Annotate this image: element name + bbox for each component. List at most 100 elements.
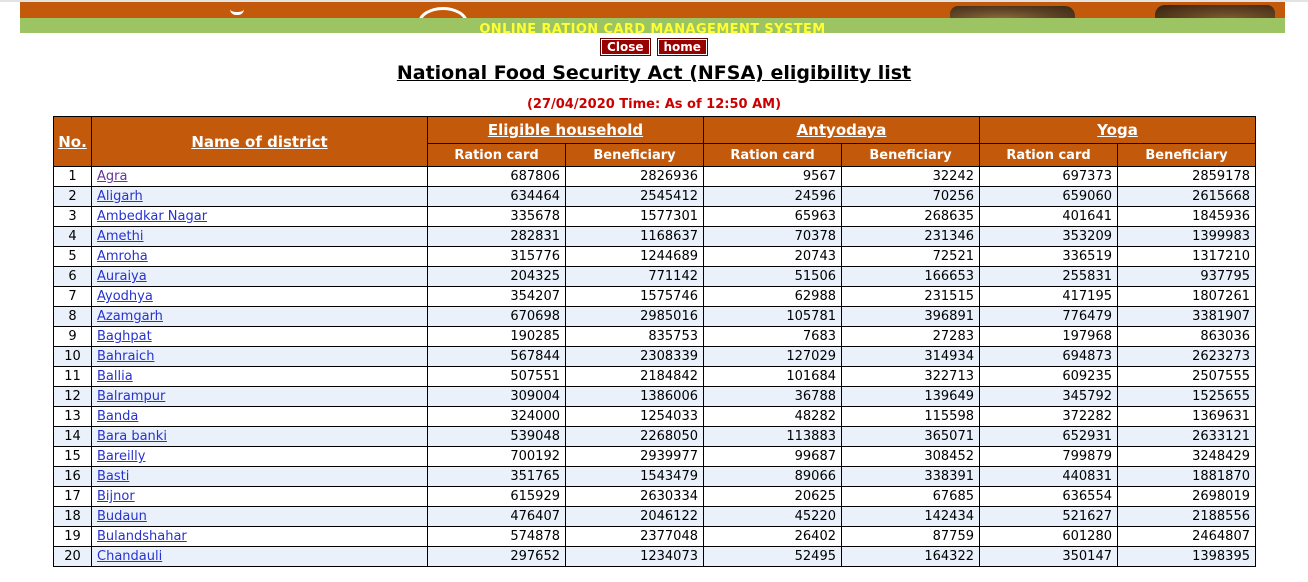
yoga-beneficiary-cell: 1525655 bbox=[1117, 386, 1256, 407]
eh-beneficiary-cell: 2545412 bbox=[565, 186, 704, 207]
row-number-cell: 8 bbox=[53, 306, 92, 327]
ant-beneficiary-cell: 115598 bbox=[841, 406, 980, 427]
district-link[interactable]: Chandauli bbox=[97, 549, 163, 564]
district-link[interactable]: Bara banki bbox=[97, 429, 167, 444]
district-cell: Auraiya bbox=[91, 266, 428, 287]
ant-ration-card-cell: 127029 bbox=[703, 346, 842, 367]
banner-logo-fragment bbox=[230, 4, 244, 15]
district-cell: Amethi bbox=[91, 226, 428, 247]
yoga-ration-card-cell: 799879 bbox=[979, 446, 1118, 467]
district-link[interactable]: Baghpat bbox=[97, 329, 152, 344]
ant-beneficiary-cell: 338391 bbox=[841, 466, 980, 487]
district-link[interactable]: Balrampur bbox=[97, 389, 166, 404]
ant-ration-card-cell: 65963 bbox=[703, 206, 842, 227]
yoga-ration-card-cell: 659060 bbox=[979, 186, 1118, 207]
yoga-beneficiary-cell: 937795 bbox=[1117, 266, 1256, 287]
ant-ration-card-cell: 24596 bbox=[703, 186, 842, 207]
ant-ration-card-cell: 20625 bbox=[703, 486, 842, 507]
district-link[interactable]: Amethi bbox=[97, 229, 144, 244]
table-row: 20 Chandauli 297652 1234073 52495 164322 35014… bbox=[53, 546, 1256, 567]
yoga-beneficiary-cell: 1398395 bbox=[1117, 546, 1256, 567]
district-cell: Baghpat bbox=[91, 326, 428, 347]
table-row: 17 Bijnor 615929 2630334 20625 67685 636554 269… bbox=[53, 486, 1256, 507]
row-number-cell: 7 bbox=[53, 286, 92, 307]
district-link[interactable]: Ambedkar Nagar bbox=[97, 209, 208, 224]
district-cell: Agra bbox=[91, 166, 428, 187]
yoga-ration-card-cell: 255831 bbox=[979, 266, 1118, 287]
ant-beneficiary-cell: 314934 bbox=[841, 346, 980, 367]
eh-beneficiary-cell: 2985016 bbox=[565, 306, 704, 327]
district-link[interactable]: Banda bbox=[97, 409, 139, 424]
col-group-yoga: Yoga bbox=[979, 116, 1256, 144]
table-header: No. Name of district Eligible household … bbox=[53, 116, 1256, 167]
district-link[interactable]: Basti bbox=[97, 469, 130, 484]
yoga-ration-card-cell: 372282 bbox=[979, 406, 1118, 427]
ant-ration-card-cell: 36788 bbox=[703, 386, 842, 407]
district-link[interactable]: Amroha bbox=[97, 249, 148, 264]
table-row: 9 Baghpat 190285 835753 7683 27283 197968 86303… bbox=[53, 326, 1256, 347]
system-title: ONLINE RATION CARD MANAGEMENT SYSTEM bbox=[479, 22, 826, 37]
close-button[interactable]: Close bbox=[600, 38, 651, 56]
district-table-body: 1 Agra 687806 2826936 9567 32242 697373 2859178… bbox=[53, 166, 1256, 567]
eh-ration-card-cell: 539048 bbox=[427, 426, 566, 447]
district-link[interactable]: Bareilly bbox=[97, 449, 146, 464]
row-number-cell: 2 bbox=[53, 186, 92, 207]
col-header-no: No. bbox=[53, 116, 92, 167]
eh-ration-card-cell: 700192 bbox=[427, 446, 566, 467]
row-number-cell: 18 bbox=[53, 506, 92, 527]
eh-beneficiary-cell: 835753 bbox=[565, 326, 704, 347]
eh-beneficiary-cell: 2184842 bbox=[565, 366, 704, 387]
district-link[interactable]: Ballia bbox=[97, 369, 133, 384]
yoga-beneficiary-cell: 3381907 bbox=[1117, 306, 1256, 327]
table-row: 14 Bara banki 539048 2268050 113883 365071 652… bbox=[53, 426, 1256, 447]
district-cell: Ballia bbox=[91, 366, 428, 387]
district-link[interactable]: Bijnor bbox=[97, 489, 135, 504]
eh-beneficiary-cell: 771142 bbox=[565, 266, 704, 287]
row-number-cell: 11 bbox=[53, 366, 92, 387]
yoga-ration-card-cell: 417195 bbox=[979, 286, 1118, 307]
ant-beneficiary-cell: 67685 bbox=[841, 486, 980, 507]
eh-ration-card-cell: 567844 bbox=[427, 346, 566, 367]
eh-ration-card-cell: 309004 bbox=[427, 386, 566, 407]
yoga-beneficiary-cell: 2188556 bbox=[1117, 506, 1256, 527]
home-button[interactable]: home bbox=[656, 38, 708, 56]
row-number-cell: 12 bbox=[53, 386, 92, 407]
district-link[interactable]: Ayodhya bbox=[97, 289, 153, 304]
site-banner bbox=[20, 2, 1285, 18]
row-number-cell: 10 bbox=[53, 346, 92, 367]
table-row: 15 Bareilly 700192 2939977 99687 308452 799879… bbox=[53, 446, 1256, 467]
ant-beneficiary-cell: 139649 bbox=[841, 386, 980, 407]
eh-ration-card-cell: 476407 bbox=[427, 506, 566, 527]
ant-ration-card-cell: 48282 bbox=[703, 406, 842, 427]
yoga-ration-card-cell: 197968 bbox=[979, 326, 1118, 347]
district-link[interactable]: Bulandshahar bbox=[97, 529, 187, 544]
table-row: 4 Amethi 282831 1168637 70378 231346 353209 139… bbox=[53, 226, 1256, 247]
district-link[interactable]: Auraiya bbox=[97, 269, 147, 284]
col-header-district: Name of district bbox=[91, 116, 428, 167]
col-header-yoga-ration-card: Ration card bbox=[979, 143, 1118, 167]
yoga-ration-card-cell: 353209 bbox=[979, 226, 1118, 247]
eh-ration-card-cell: 507551 bbox=[427, 366, 566, 387]
district-cell: Basti bbox=[91, 466, 428, 487]
row-number-cell: 20 bbox=[53, 546, 92, 567]
row-number-cell: 16 bbox=[53, 466, 92, 487]
eh-beneficiary-cell: 1168637 bbox=[565, 226, 704, 247]
district-link[interactable]: Budaun bbox=[97, 509, 147, 524]
row-number-cell: 17 bbox=[53, 486, 92, 507]
ant-ration-card-cell: 7683 bbox=[703, 326, 842, 347]
table-row: 19 Bulandshahar 574878 2377048 26402 87759 601… bbox=[53, 526, 1256, 547]
ant-ration-card-cell: 26402 bbox=[703, 526, 842, 547]
district-link[interactable]: Azamgarh bbox=[97, 309, 163, 324]
district-link[interactable]: Bahraich bbox=[97, 349, 155, 364]
banner-bowl-photo bbox=[418, 7, 468, 18]
ant-beneficiary-cell: 164322 bbox=[841, 546, 980, 567]
district-link[interactable]: Aligarh bbox=[97, 189, 143, 204]
eh-beneficiary-cell: 1234073 bbox=[565, 546, 704, 567]
district-cell: Ambedkar Nagar bbox=[91, 206, 428, 227]
eh-ration-card-cell: 190285 bbox=[427, 326, 566, 347]
district-link[interactable]: Agra bbox=[97, 169, 128, 184]
row-number-cell: 5 bbox=[53, 246, 92, 267]
eh-ration-card-cell: 634464 bbox=[427, 186, 566, 207]
table-row: 5 Amroha 315776 1244689 20743 72521 336519 1317… bbox=[53, 246, 1256, 267]
eh-beneficiary-cell: 1244689 bbox=[565, 246, 704, 267]
